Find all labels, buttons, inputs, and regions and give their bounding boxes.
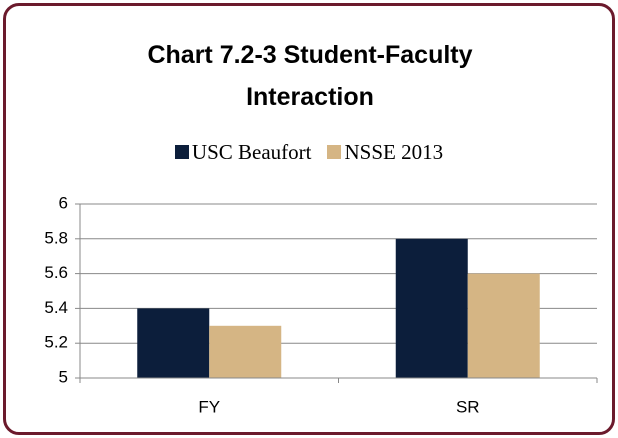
x-tick-label: FY: [198, 397, 220, 416]
y-tick-label: 5: [59, 367, 68, 386]
bar: [467, 273, 540, 378]
legend-swatch: [327, 145, 342, 159]
y-tick-label: 5.2: [44, 333, 68, 352]
y-tick-label: 5.4: [44, 298, 68, 317]
bar: [209, 325, 282, 378]
bar: [137, 308, 210, 378]
bar: [395, 238, 468, 378]
legend-swatch: [174, 145, 189, 159]
y-tick-label: 6: [59, 193, 68, 212]
legend-item: USC Beaufort: [174, 140, 312, 164]
legend-item: NSSE 2013: [327, 140, 443, 164]
legend-label: NSSE 2013: [344, 140, 444, 164]
legend-label: USC Beaufort: [191, 140, 312, 164]
y-tick-label: 5.6: [44, 263, 68, 282]
legend: USC Beaufort NSSE 2013: [0, 140, 618, 165]
y-tick-label: 5.8: [44, 228, 68, 247]
chart-title: Chart 7.2-3 Student-Faculty Interaction: [147, 41, 473, 111]
x-tick-label: SR: [456, 397, 480, 416]
